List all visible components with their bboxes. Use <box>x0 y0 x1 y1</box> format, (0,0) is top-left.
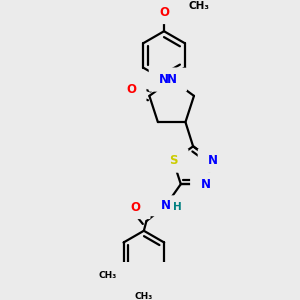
FancyBboxPatch shape <box>130 288 158 300</box>
FancyBboxPatch shape <box>120 195 151 219</box>
Text: CH₃: CH₃ <box>188 1 209 11</box>
Text: H: H <box>173 202 182 212</box>
Text: N: N <box>208 154 218 167</box>
Text: O: O <box>159 6 169 19</box>
FancyBboxPatch shape <box>165 0 196 15</box>
Text: N: N <box>159 73 169 86</box>
Text: CH₃: CH₃ <box>135 292 153 300</box>
FancyBboxPatch shape <box>198 149 228 173</box>
Text: N: N <box>200 178 210 190</box>
Text: O: O <box>126 83 136 97</box>
Text: N: N <box>167 73 177 86</box>
FancyBboxPatch shape <box>156 68 187 92</box>
FancyBboxPatch shape <box>149 0 179 24</box>
FancyBboxPatch shape <box>150 195 181 216</box>
FancyBboxPatch shape <box>116 78 146 102</box>
Text: O: O <box>130 201 140 214</box>
FancyBboxPatch shape <box>149 68 179 92</box>
Text: CH₃: CH₃ <box>98 271 117 280</box>
Text: N: N <box>160 199 170 212</box>
FancyBboxPatch shape <box>94 267 121 284</box>
Text: S: S <box>169 154 178 167</box>
FancyBboxPatch shape <box>158 149 188 173</box>
FancyBboxPatch shape <box>190 172 221 196</box>
